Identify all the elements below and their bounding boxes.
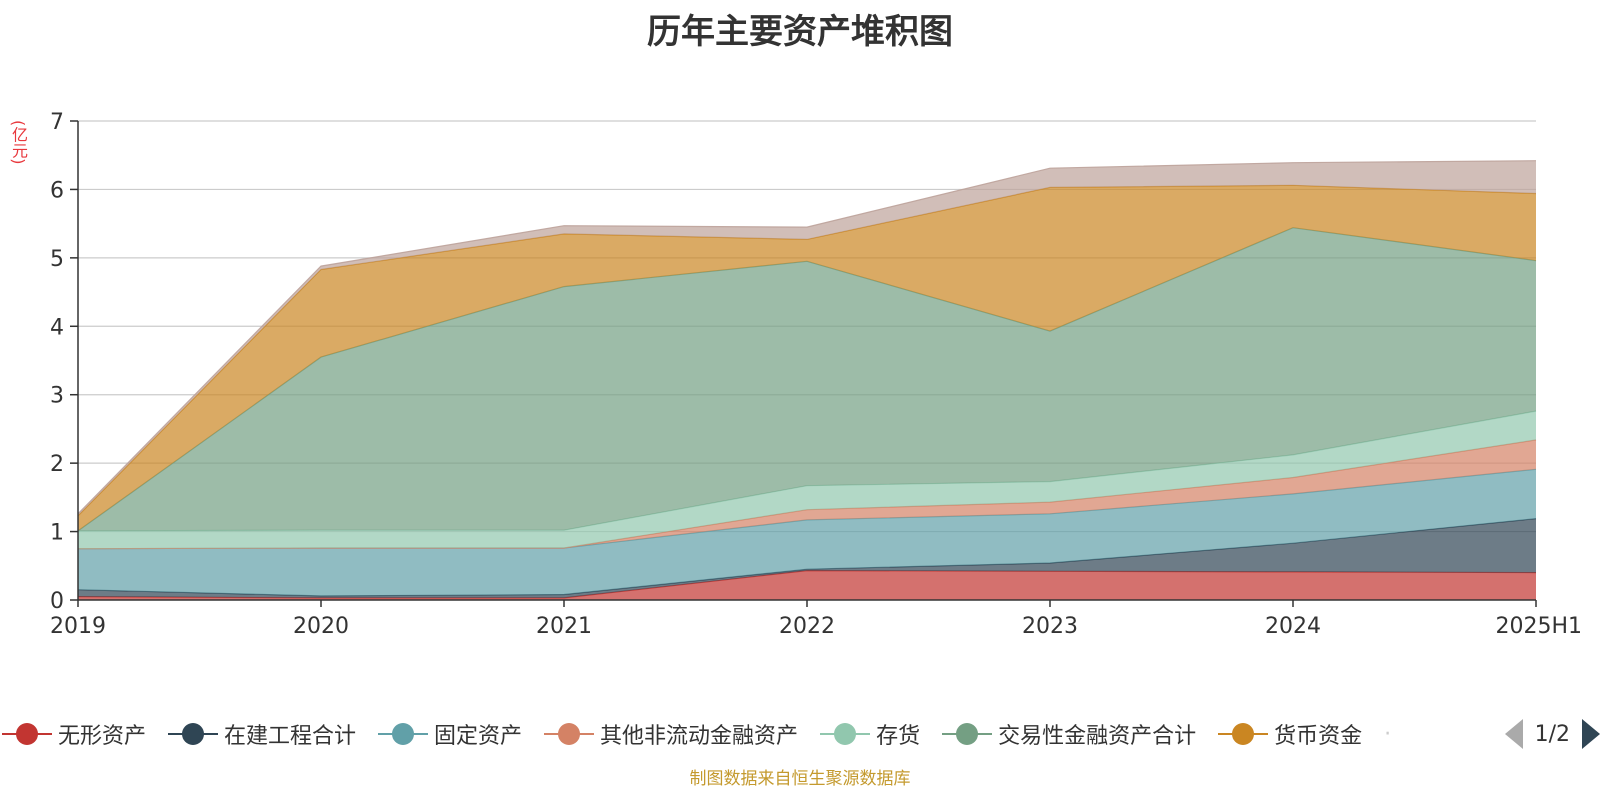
- legend-item[interactable]: 其他非流动金融资产: [544, 718, 798, 750]
- area-series-line-7: [77, 160, 1537, 515]
- area-series: [77, 160, 1537, 600]
- area-series-7[interactable]: [78, 160, 1536, 516]
- legend-item-label: 固定资产: [434, 724, 523, 749]
- legend-marker-icon: [544, 722, 595, 746]
- legend-item[interactable]: 交易性金融资产合计: [942, 718, 1196, 750]
- area-series-4[interactable]: [78, 411, 1536, 549]
- legend-item[interactable]: 固定资产: [378, 718, 522, 750]
- y-tick-label: 0: [50, 589, 64, 614]
- area-series-1[interactable]: [78, 518, 1536, 598]
- legend-item[interactable]: 存货: [820, 718, 920, 750]
- y-tick-label: 1: [50, 521, 64, 546]
- stacked-area-chart: 0 1 2 3 4 5 6 7 2019 2020 2021 2022 2023 2024 2025H1: [50, 110, 1582, 639]
- y-tick-label: 3: [50, 384, 64, 409]
- legend-marker-icon: [1218, 722, 1269, 746]
- legend-item[interactable]: 无形资产: [2, 718, 146, 750]
- legend-item-label: 存货: [876, 724, 921, 749]
- x-tick-label: 2023: [1022, 614, 1078, 639]
- legend-item-label: 其他非流动金融资产: [600, 724, 799, 749]
- legend-item-label: 在建工程合计: [224, 724, 357, 749]
- area-series-3[interactable]: [78, 439, 1536, 549]
- x-tick-label: 2022: [779, 614, 835, 639]
- legend-item-label: 无形资产: [58, 724, 147, 749]
- y-axis-unit-label: (亿元): [9, 120, 28, 165]
- y-tick-label: 6: [50, 178, 64, 203]
- y-tick-label: 7: [50, 110, 64, 135]
- source-note: 制图数据来自恒生聚源数据库: [689, 769, 911, 789]
- legend-marker-icon: [942, 722, 993, 746]
- x-tick-label: 2021: [536, 614, 592, 639]
- legend-marker-icon: [168, 722, 219, 746]
- legend-item[interactable]: 在建工程合计: [168, 718, 356, 750]
- legend-item-label: 货币资金: [1274, 724, 1363, 749]
- legend-page-label: 1/2: [1534, 721, 1570, 747]
- legend-more-indicator: ·: [1384, 721, 1392, 747]
- legend-prev-page-icon[interactable]: [1504, 719, 1523, 749]
- legend-marker-icon: [820, 722, 871, 746]
- x-tick-label: 2020: [293, 614, 349, 639]
- legend-item[interactable]: 货币资金: [1218, 718, 1362, 750]
- y-tick-label: 5: [50, 247, 64, 272]
- legend-next-page-icon[interactable]: [1582, 719, 1600, 749]
- chart-title: 历年主要资产堆积图: [647, 12, 953, 52]
- x-tick-label: 2019: [50, 614, 106, 639]
- legend-marker-icon: [378, 722, 429, 746]
- x-tick-label: 2024: [1265, 614, 1321, 639]
- y-tick-label: 2: [50, 452, 64, 477]
- area-series-0[interactable]: [78, 570, 1536, 600]
- legend-marker-icon: [2, 722, 52, 746]
- area-series-6[interactable]: [78, 185, 1536, 531]
- area-series-5[interactable]: [78, 227, 1536, 531]
- legend: 无形资产 在建工程合计 固定资产 其他非流动金融资产 存货 交易性金融资产合计 货币资金 ·: [0, 716, 1600, 752]
- legend-pager: 1/2: [1504, 716, 1600, 752]
- x-tick-label: 2025H1: [1495, 614, 1582, 639]
- y-tick-label: 4: [50, 315, 64, 340]
- area-series-2[interactable]: [78, 469, 1536, 596]
- legend-item-label: 交易性金融资产合计: [998, 724, 1197, 749]
- axes: 0 1 2 3 4 5 6 7 2019 2020 2021 2022 2023 2024 2025H1: [50, 110, 1582, 639]
